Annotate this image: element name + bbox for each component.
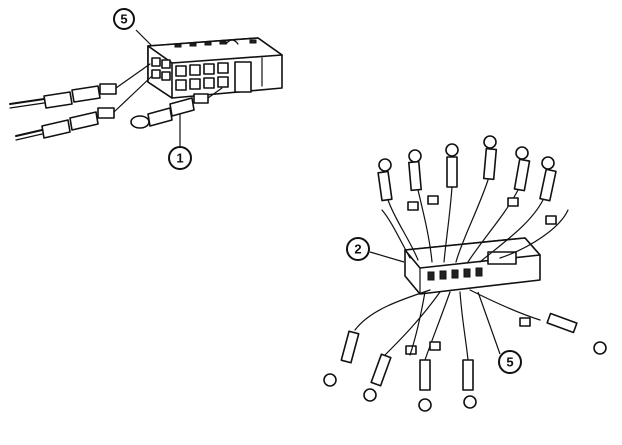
callout-label: 5	[120, 12, 127, 27]
contact-terminal	[130, 93, 209, 129]
harness-assembly: 2 5	[323, 135, 607, 412]
callout-5-top: 5	[113, 8, 153, 47]
callout-5-bottom: 5	[477, 291, 522, 374]
contact-terminal	[15, 107, 115, 141]
callout-1: 1	[168, 114, 192, 170]
callout-label: 5	[506, 355, 513, 370]
connector-top-slots	[174, 39, 257, 48]
lower-wires	[323, 289, 607, 412]
callout-label: 1	[176, 151, 183, 166]
connector-cavities	[427, 267, 483, 281]
connector-cavities	[151, 57, 229, 91]
connector-body-bottom	[404, 237, 541, 295]
callout-2: 2	[346, 237, 405, 263]
connector-assembly-top: 5 1	[9, 8, 283, 170]
contact-terminal	[9, 83, 117, 109]
callout-label: 2	[354, 242, 361, 257]
upper-wires	[377, 135, 569, 263]
